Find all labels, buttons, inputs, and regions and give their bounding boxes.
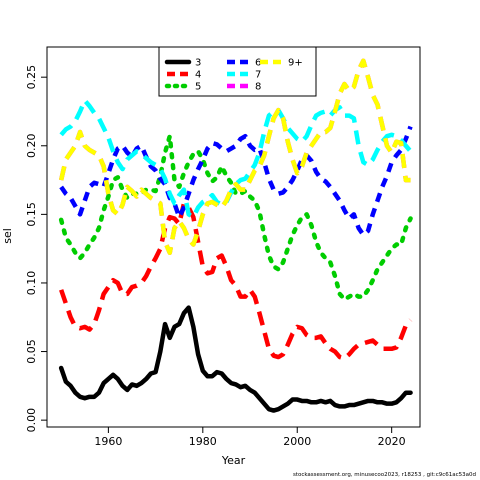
plot-frame (46, 46, 421, 428)
series-line-4 (59, 125, 413, 238)
legend-box (158, 46, 317, 97)
legend-label-4: 6 (255, 58, 261, 69)
y-tick-label: 0.20 (25, 134, 38, 159)
legend-label-1: 3 (195, 58, 201, 69)
series-layer (58, 58, 413, 413)
y-axis: 0.00 0.05 0.10 0.15 0.20 0.25 (25, 65, 48, 433)
series-line-7 (58, 58, 411, 256)
legend-label-3: 5 (195, 82, 201, 93)
x-axis-title: Year (221, 454, 246, 467)
y-tick-label: 0.15 (25, 202, 38, 227)
legend-label-6: 8 (255, 82, 261, 93)
legend-label-7: 9+ (288, 58, 303, 69)
y-tick-label: 0.10 (25, 271, 38, 296)
y-tick-label: 0.05 (25, 339, 38, 364)
x-tick-label: 1980 (189, 435, 217, 448)
x-tick-label: 2020 (378, 435, 406, 448)
y-axis-title: sel (1, 228, 14, 244)
y-tick-label: 0.00 (25, 408, 38, 433)
series-line-3 (58, 133, 413, 302)
footnote: stockassessment.org, minusecoo2023, r182… (293, 472, 476, 478)
x-tick-label: 1960 (94, 435, 122, 448)
series-line-5 (59, 98, 413, 220)
series-line-1 (58, 305, 413, 413)
legend-label-5: 7 (255, 70, 261, 81)
series-line-2 (59, 201, 413, 361)
legend-label-2: 4 (195, 70, 201, 81)
x-axis: 1960 1980 2000 2020 (94, 426, 406, 448)
legend: 345 678 9+ (158, 46, 317, 97)
x-tick-label: 2000 (283, 435, 311, 448)
y-tick-label: 0.25 (25, 65, 38, 90)
